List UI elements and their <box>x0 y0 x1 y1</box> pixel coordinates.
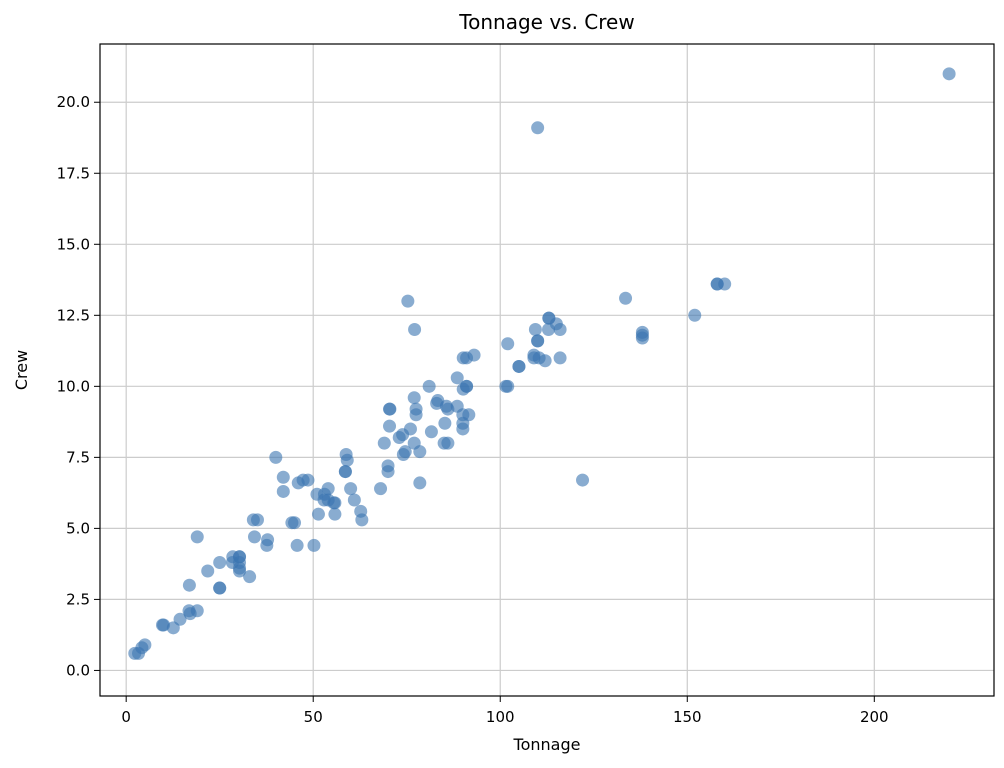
scatter-point <box>321 482 335 496</box>
y-tick-label: 0.0 <box>66 661 90 679</box>
scatter-point <box>201 564 215 578</box>
scatter-point <box>538 354 552 368</box>
y-tick-label: 2.5 <box>66 590 90 608</box>
scatter-point <box>340 453 354 467</box>
scatter-point <box>173 612 187 626</box>
x-tick-label: 0 <box>121 708 131 726</box>
scatter-point <box>190 530 204 544</box>
scatter-point <box>401 294 415 308</box>
scatter-point <box>553 323 567 337</box>
scatter-point <box>276 470 290 484</box>
scatter-point <box>413 445 427 459</box>
scatter-point <box>381 459 395 473</box>
x-tick-label: 150 <box>673 708 702 726</box>
scatter-point <box>438 416 452 430</box>
scatter-point <box>355 513 369 527</box>
x-tick-label: 50 <box>304 708 323 726</box>
scatter-point <box>528 323 542 337</box>
scatter-point <box>553 351 567 365</box>
scatter-point <box>407 391 421 405</box>
x-axis-ticks: 0 50 100 150 200 <box>121 696 889 726</box>
scatter-point <box>383 419 397 433</box>
scatter-point <box>182 578 196 592</box>
scatter-point <box>462 408 476 422</box>
y-tick-label: 12.5 <box>57 306 90 324</box>
scatter-point <box>403 422 417 436</box>
scatter-point <box>307 538 321 552</box>
scatter-point <box>344 482 358 496</box>
scatter-point <box>243 570 257 584</box>
x-tick-label: 100 <box>486 708 515 726</box>
scatter-point <box>374 482 388 496</box>
scatter-point <box>338 465 352 479</box>
scatter-point <box>408 323 422 337</box>
scatter-point <box>512 359 526 373</box>
scatter-point <box>288 516 302 530</box>
scatter-point <box>233 550 247 564</box>
scatter-point <box>328 507 342 521</box>
y-tick-label: 20.0 <box>57 93 90 111</box>
scatter-point <box>501 379 515 393</box>
scatter-point <box>531 334 545 348</box>
y-axis-ticks: 0.0 2.5 5.0 7.5 10.0 12.5 15.0 17.5 20.0 <box>57 93 100 679</box>
scatter-point <box>460 379 474 393</box>
scatter-point <box>250 513 264 527</box>
x-tick-label: 200 <box>860 708 889 726</box>
data-points <box>128 67 956 660</box>
scatter-point <box>311 507 325 521</box>
scatter-point <box>138 638 152 652</box>
scatter-point <box>942 67 956 81</box>
grid-lines <box>100 44 994 696</box>
y-tick-label: 7.5 <box>66 448 90 466</box>
scatter-point <box>409 402 423 416</box>
scatter-point <box>347 493 361 507</box>
scatter-point <box>398 445 412 459</box>
scatter-point <box>247 530 261 544</box>
scatter-point <box>688 308 702 322</box>
scatter-point <box>619 291 633 305</box>
plot-frame <box>99 43 995 697</box>
scatter-point <box>290 538 304 552</box>
scatter-point <box>328 496 342 510</box>
y-tick-label: 15.0 <box>57 235 90 253</box>
y-tick-label: 5.0 <box>66 519 90 537</box>
chart-title: Tonnage vs. Crew <box>458 10 634 34</box>
scatter-point <box>261 533 275 547</box>
scatter-point <box>635 325 649 339</box>
scatter-point <box>441 436 455 450</box>
scatter-point <box>501 337 515 351</box>
scatter-point <box>413 476 427 490</box>
y-axis-label: Crew <box>12 350 31 390</box>
y-tick-label: 10.0 <box>57 377 90 395</box>
scatter-point <box>276 484 290 498</box>
scatter-point <box>190 604 204 618</box>
scatter-point <box>377 436 391 450</box>
scatter-point <box>269 450 283 464</box>
scatter-point <box>383 402 397 416</box>
scatter-point <box>467 348 481 362</box>
scatter-point <box>213 581 227 595</box>
scatter-point <box>301 473 315 487</box>
scatter-point <box>718 277 732 291</box>
scatter-point <box>531 121 545 135</box>
scatter-point <box>576 473 590 487</box>
y-tick-label: 17.5 <box>57 164 90 182</box>
scatter-point <box>213 555 227 569</box>
scatter-point <box>422 379 436 393</box>
scatter-point <box>450 371 464 385</box>
scatter-point <box>424 425 438 439</box>
x-axis-label: Tonnage <box>513 735 581 754</box>
